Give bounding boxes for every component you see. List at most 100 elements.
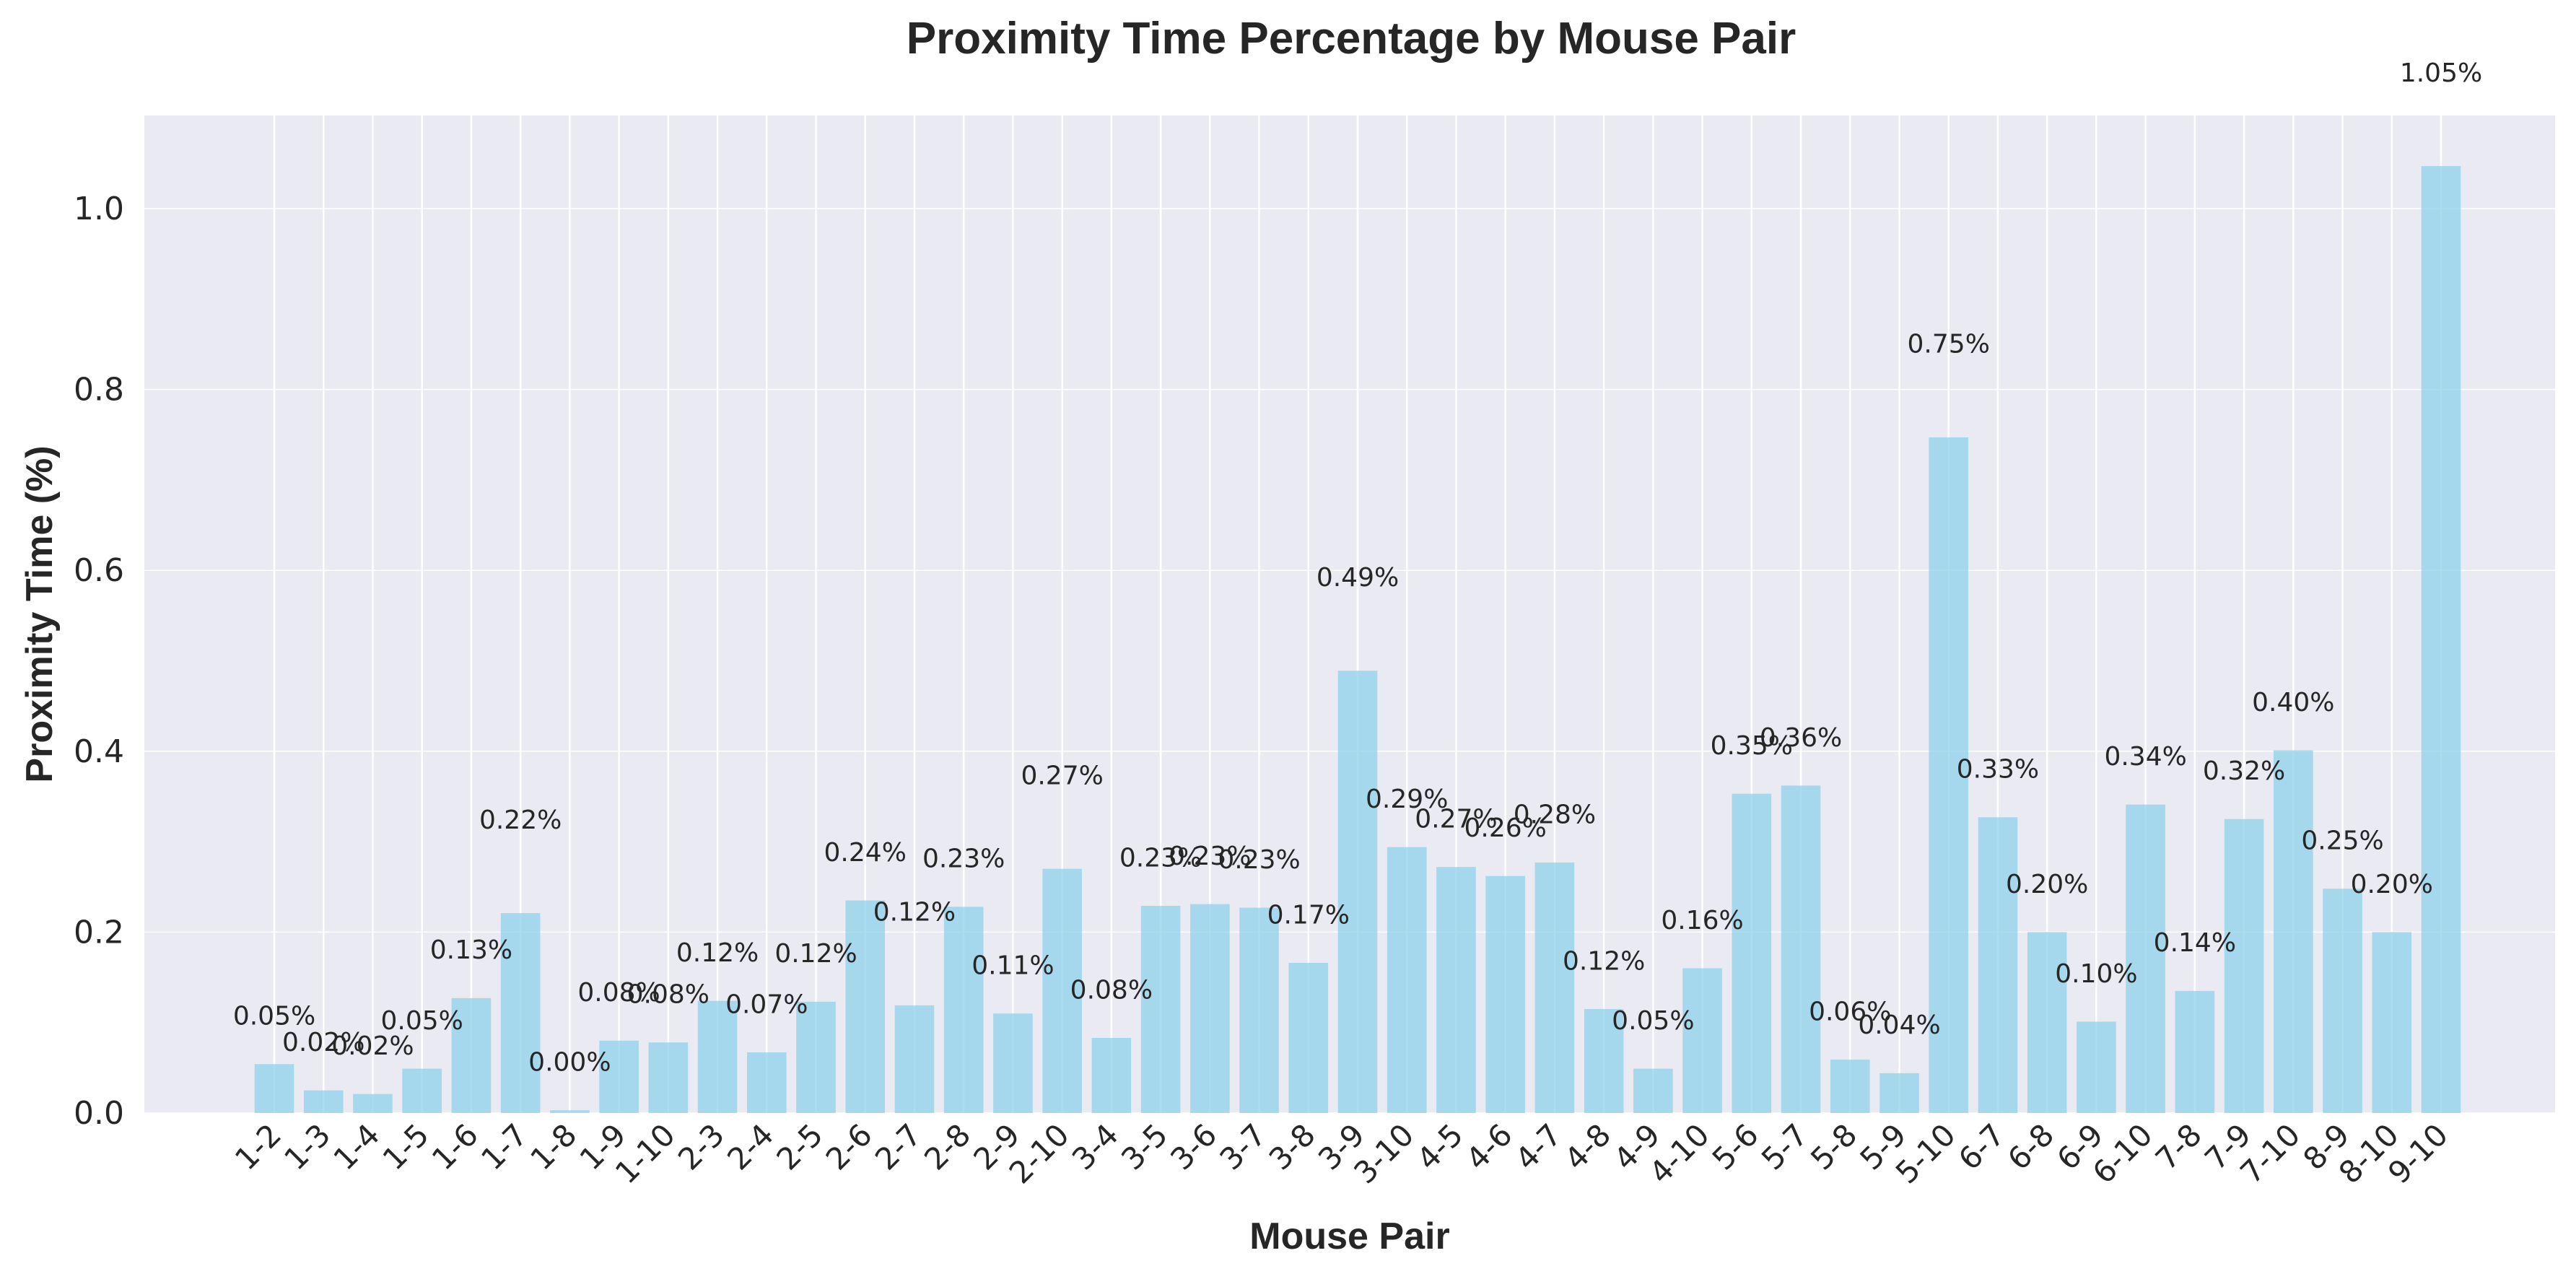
bar <box>402 1068 442 1113</box>
bar <box>451 998 492 1113</box>
x-tick-label: 4-7 <box>1509 1117 1568 1177</box>
y-tick-label: 0.4 <box>74 733 124 770</box>
data-label: 0.13% <box>430 935 512 965</box>
bar <box>550 1110 590 1113</box>
data-label: 0.16% <box>1661 906 1743 935</box>
data-label: 0.23% <box>1218 845 1300 875</box>
bar <box>1781 785 1821 1113</box>
data-label: 0.08% <box>627 980 710 1010</box>
data-label: 0.49% <box>1317 563 1399 593</box>
data-label: 0.28% <box>1514 800 1596 829</box>
data-label: 0.33% <box>1957 755 2039 785</box>
bar <box>894 1005 935 1113</box>
data-label: 0.05% <box>233 1002 315 1031</box>
bar <box>648 1042 689 1113</box>
data-label: 0.24% <box>824 838 907 868</box>
bar <box>1387 847 1427 1113</box>
x-tick-label: 4-10 <box>1643 1117 1716 1190</box>
x-tick-label: 1-6 <box>425 1117 485 1177</box>
x-tick-label: 3-7 <box>1213 1117 1272 1177</box>
bar <box>1584 1008 1624 1113</box>
bar <box>2224 819 2264 1113</box>
data-label: 0.02% <box>331 1031 414 1061</box>
data-label: 0.20% <box>2351 870 2433 899</box>
data-label: 0.05% <box>380 1006 463 1036</box>
x-tick-label: 2-7 <box>868 1117 928 1177</box>
x-tick-label: 4-5 <box>1410 1117 1470 1177</box>
bar <box>2274 750 2313 1113</box>
bar <box>1732 793 1772 1113</box>
data-label: 0.26% <box>1464 813 1546 843</box>
x-tick-label: 1-10 <box>608 1117 682 1190</box>
x-tick-label: 6-10 <box>2086 1117 2160 1190</box>
data-label: 0.00% <box>528 1048 611 1078</box>
data-label: 0.27% <box>1415 805 1497 834</box>
bars <box>254 166 2461 1113</box>
data-label: 0.22% <box>479 806 562 835</box>
x-tick-label: 5-8 <box>1804 1117 1864 1177</box>
bar <box>796 1001 836 1113</box>
bar <box>845 900 886 1113</box>
data-label: 0.12% <box>1563 946 1645 976</box>
bar <box>746 1052 787 1113</box>
data-label: 0.23% <box>1119 843 1202 873</box>
bar <box>1929 437 1969 1113</box>
data-label: 0.06% <box>1809 997 1891 1026</box>
x-tick-label: 1-4 <box>326 1117 386 1177</box>
x-axis-ticks: 1-21-31-41-51-61-71-81-91-102-32-42-52-6… <box>228 1117 2455 1190</box>
bar <box>1190 904 1230 1113</box>
data-label: 0.25% <box>2301 826 2383 856</box>
x-tick-label: 5-7 <box>1755 1117 1815 1177</box>
bar <box>1682 968 1722 1113</box>
bar <box>1042 868 1082 1113</box>
data-label: 0.23% <box>922 844 1005 874</box>
data-label: 0.12% <box>774 939 857 969</box>
bar <box>697 1000 738 1113</box>
x-tick-label: 7-8 <box>2149 1117 2209 1177</box>
x-tick-label: 6-7 <box>1952 1117 2012 1177</box>
x-tick-label: 5-10 <box>1889 1117 1962 1190</box>
bar <box>1534 862 1575 1113</box>
data-label: 0.40% <box>2252 688 2334 717</box>
data-label: 0.08% <box>1070 975 1153 1005</box>
x-tick-label: 1-5 <box>376 1117 436 1177</box>
data-label: 0.36% <box>1760 723 1842 753</box>
chart-title: Proximity Time Percentage by Mouse Pair <box>907 14 1796 64</box>
bar <box>1879 1073 1919 1113</box>
x-tick-label: 2-6 <box>819 1117 879 1177</box>
bar <box>599 1040 639 1113</box>
x-tick-label: 2-4 <box>720 1117 780 1177</box>
data-label: 0.08% <box>577 978 660 1008</box>
y-tick-label: 0.8 <box>74 372 124 409</box>
data-label: 0.12% <box>873 898 956 927</box>
data-label: 0.29% <box>1366 785 1448 814</box>
bar <box>2323 889 2362 1113</box>
data-label: 0.04% <box>1858 1010 1940 1040</box>
bar <box>254 1064 294 1113</box>
x-tick-label: 3-6 <box>1163 1117 1223 1177</box>
data-label: 0.20% <box>2006 870 2088 899</box>
bar <box>1485 876 1525 1113</box>
y-axis-label: Proximity Time (%) <box>19 445 61 782</box>
bar <box>993 1013 1033 1113</box>
data-label: 0.14% <box>2154 928 2236 958</box>
data-label: 0.35% <box>1711 731 1793 761</box>
data-label: 0.11% <box>972 951 1054 981</box>
bar <box>1239 907 1279 1113</box>
gridlines <box>144 115 2555 1114</box>
x-tick-label: 4-6 <box>1459 1117 1519 1177</box>
bar <box>1633 1068 1673 1113</box>
bar <box>1091 1038 1132 1113</box>
bar <box>1337 671 1378 1113</box>
data-label: 0.34% <box>2104 742 2186 772</box>
bar <box>1978 817 2018 1113</box>
data-label: 0.23% <box>1169 842 1251 871</box>
bar <box>303 1090 344 1113</box>
y-tick-label: 0.2 <box>74 914 124 951</box>
y-axis-ticks: 0.0 0.2 0.4 0.6 0.8 1.0 <box>74 191 124 1132</box>
x-tick-label: 2-8 <box>917 1117 977 1177</box>
bar <box>2077 1021 2116 1113</box>
bar <box>2421 166 2461 1113</box>
data-label: 0.32% <box>2203 756 2285 786</box>
x-tick-label: 3-8 <box>1262 1117 1322 1177</box>
